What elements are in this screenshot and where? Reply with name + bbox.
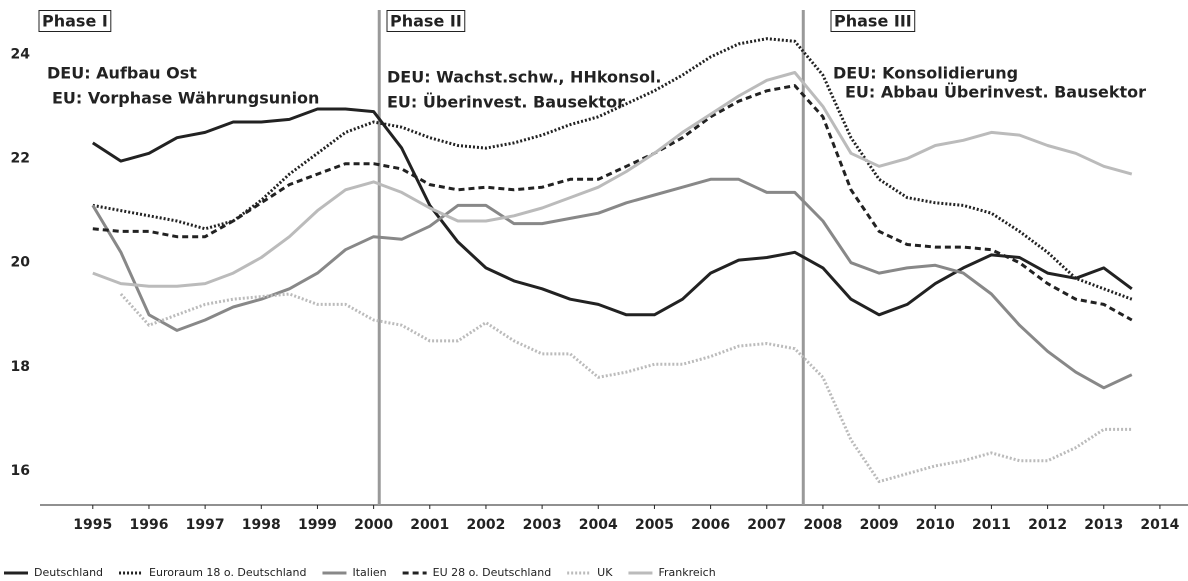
series-line bbox=[91, 177, 1133, 390]
x-tick-label: 1998 bbox=[242, 517, 281, 533]
series-line bbox=[92, 71, 1133, 288]
series-line bbox=[92, 37, 1133, 301]
annotation: EU: Überinvest. Bausektor bbox=[387, 93, 625, 112]
x-tick-label: 2009 bbox=[860, 517, 899, 533]
y-tick-label: 24 bbox=[11, 46, 31, 62]
annotation: EU: Vorphase Währungsunion bbox=[52, 89, 319, 108]
x-tick-label: 2001 bbox=[410, 517, 449, 533]
phase-box bbox=[386, 10, 466, 32]
phase-box bbox=[830, 10, 916, 32]
annotation: DEU: Konsolidierung bbox=[833, 64, 1018, 83]
x-tick-label: 1997 bbox=[186, 517, 225, 533]
legend-label: Italien bbox=[352, 566, 386, 579]
legend-label: EU 28 o. Deutschland bbox=[433, 566, 552, 579]
x-tick-label: 2012 bbox=[1028, 517, 1067, 533]
y-tick-label: 22 bbox=[11, 151, 30, 167]
legend-label: Frankreich bbox=[658, 566, 715, 579]
annotation: DEU: Wachst.schw., HHkonsol. bbox=[387, 68, 662, 87]
x-tick-label: 2007 bbox=[747, 517, 786, 533]
x-tick-label: 2013 bbox=[1084, 517, 1123, 533]
x-tick-label: 2000 bbox=[354, 517, 393, 533]
x-tick-label: 2010 bbox=[916, 517, 955, 533]
x-tick-label: 2003 bbox=[523, 517, 562, 533]
x-tick-label: 2004 bbox=[579, 517, 618, 533]
y-tick-label: 20 bbox=[11, 255, 31, 271]
phase-box bbox=[38, 10, 112, 32]
series-line bbox=[92, 84, 1133, 322]
plot-area bbox=[40, 10, 1188, 505]
y-tick-label: 16 bbox=[11, 463, 30, 479]
x-tick-label: 2014 bbox=[1140, 517, 1179, 533]
phase-label: Phase III bbox=[834, 12, 912, 31]
x-tick-label: 1999 bbox=[298, 517, 337, 533]
annotation: DEU: Aufbau Ost bbox=[47, 64, 197, 83]
phase-label: Phase II bbox=[390, 12, 462, 31]
x-tick-label: 1996 bbox=[129, 517, 168, 533]
x-tick-label: 2011 bbox=[972, 517, 1011, 533]
annotation: EU: Abbau Überinvest. Bausektor bbox=[845, 83, 1146, 102]
x-tick-label: 2008 bbox=[803, 517, 842, 533]
y-tick-label: 18 bbox=[11, 359, 30, 375]
series-line bbox=[119, 292, 1132, 484]
phase-label: Phase I bbox=[42, 12, 108, 31]
legend-label: Deutschland bbox=[34, 566, 103, 579]
x-tick-label: 2005 bbox=[635, 517, 674, 533]
x-tick-label: 2006 bbox=[691, 517, 730, 533]
x-tick-label: 2002 bbox=[466, 517, 505, 533]
legend-label: Euroraum 18 o. Deutschland bbox=[149, 566, 306, 579]
x-tick-label: 1995 bbox=[73, 517, 112, 533]
legend-label: UK bbox=[597, 566, 613, 579]
